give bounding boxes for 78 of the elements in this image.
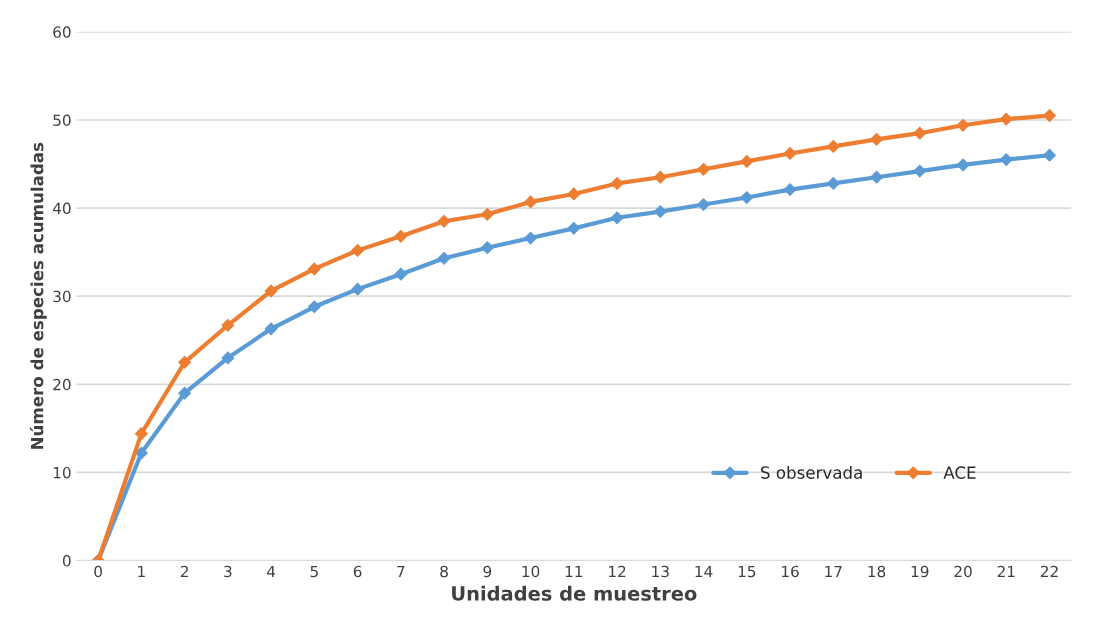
x-tick-label: 20 — [954, 565, 972, 578]
x-tick-label: 14 — [695, 565, 713, 578]
legend-label: S observada — [761, 465, 862, 479]
point — [826, 139, 840, 153]
point — [783, 183, 797, 196]
point — [783, 147, 797, 160]
point — [178, 355, 192, 369]
x-tick-label: 19 — [911, 565, 929, 578]
point — [394, 229, 408, 243]
point — [653, 205, 667, 219]
x-tick-label: 2 — [180, 565, 188, 578]
point — [913, 126, 927, 140]
point — [437, 251, 451, 265]
point — [221, 318, 235, 332]
x-tick-label: 11 — [565, 565, 583, 578]
point — [826, 177, 840, 190]
y-tick-label: 50 — [53, 114, 71, 126]
x-tick-label: 21 — [997, 565, 1015, 578]
x-tick-label: 0 — [94, 565, 102, 578]
point — [394, 267, 408, 281]
point — [653, 170, 667, 184]
point — [870, 132, 883, 146]
point — [480, 207, 494, 221]
point — [740, 154, 754, 168]
point — [307, 300, 321, 314]
y-axis-title: Número de especies acumuladas — [29, 142, 47, 449]
point — [134, 446, 148, 460]
point — [697, 198, 710, 211]
point — [524, 231, 537, 245]
y-tick-label: 10 — [53, 466, 71, 479]
y-tick-label: 30 — [53, 290, 71, 303]
point — [567, 221, 581, 235]
point — [1043, 148, 1056, 162]
x-tick-label: 16 — [782, 565, 799, 578]
x-tick-label: 4 — [267, 565, 276, 578]
point — [480, 241, 494, 255]
x-tick-label: 22 — [1040, 565, 1058, 578]
y-tick-label: 40 — [52, 202, 71, 215]
y-tick-label: 0 — [62, 555, 71, 567]
point — [1043, 109, 1056, 122]
x-tick-label: 9 — [483, 565, 492, 578]
x-tick-label: 5 — [310, 565, 318, 578]
x-tick-label: 6 — [353, 565, 362, 578]
y-tick-label: 20 — [53, 378, 71, 391]
x-tick-label: 12 — [609, 565, 626, 578]
point — [307, 262, 321, 276]
point — [264, 322, 278, 336]
point — [956, 158, 970, 172]
x-axis-title: Unidades de muestreo — [452, 585, 697, 601]
y-tick-label: 60 — [53, 26, 71, 38]
point — [264, 284, 278, 298]
x-tick-label: 10 — [522, 565, 540, 578]
point — [913, 164, 927, 178]
point — [999, 153, 1013, 167]
x-tick-label: 3 — [224, 565, 232, 578]
point — [178, 386, 192, 400]
point — [351, 282, 365, 296]
point — [351, 243, 365, 257]
point — [524, 195, 537, 209]
x-tick-label: 8 — [440, 565, 448, 578]
point — [870, 170, 883, 184]
point — [134, 427, 148, 441]
point — [221, 351, 235, 365]
point — [437, 214, 451, 228]
point — [610, 211, 624, 225]
x-tick-label: 18 — [868, 565, 886, 578]
x-tick-label: 13 — [652, 565, 669, 578]
x-tick-label: 1 — [138, 565, 145, 578]
point — [697, 162, 710, 176]
point — [610, 177, 624, 190]
point — [999, 112, 1013, 126]
x-tick-label: 15 — [738, 565, 756, 578]
legend-label: ACE — [943, 466, 976, 479]
point — [567, 187, 581, 201]
x-tick-label: 17 — [825, 565, 842, 578]
x-tick-label: 7 — [397, 565, 405, 578]
point — [740, 191, 754, 204]
point — [956, 118, 970, 132]
